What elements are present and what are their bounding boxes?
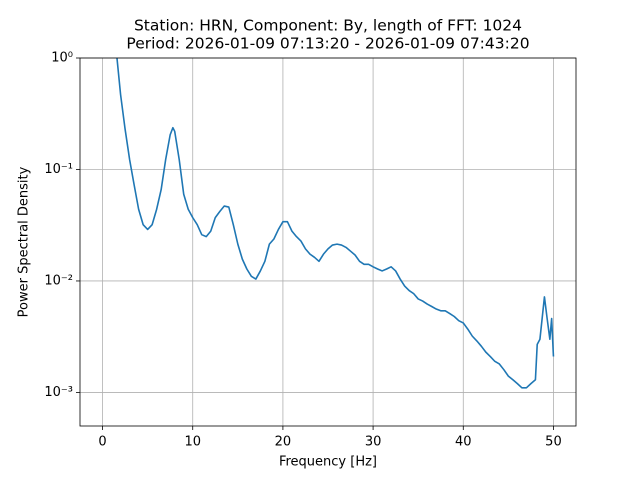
y-tick-label: 10⁻¹ (44, 162, 73, 177)
x-tick-label: 50 (545, 435, 562, 450)
x-axis-label: Frequency [Hz] (279, 455, 377, 470)
x-tick-label: 10 (184, 435, 201, 450)
plot-area (116, 58, 555, 389)
x-tick-label: 20 (275, 435, 292, 450)
chart-title: Station: HRN, Component: By, length of F… (134, 17, 522, 35)
chart-subtitle: Period: 2026-01-09 07:13:20 - 2026-01-09… (126, 35, 529, 53)
y-tick-label: 10⁻³ (44, 385, 73, 400)
x-tick-label: 0 (98, 435, 106, 450)
x-tick-label: 40 (455, 435, 472, 450)
data-line (116, 58, 555, 389)
y-tick-label: 10⁰ (51, 51, 73, 66)
axes-frame (79, 57, 577, 427)
y-axis-label: Power Spectral Density (17, 166, 32, 317)
x-tick-label: 30 (365, 435, 382, 450)
y-tick-label: 10⁻² (44, 273, 73, 288)
